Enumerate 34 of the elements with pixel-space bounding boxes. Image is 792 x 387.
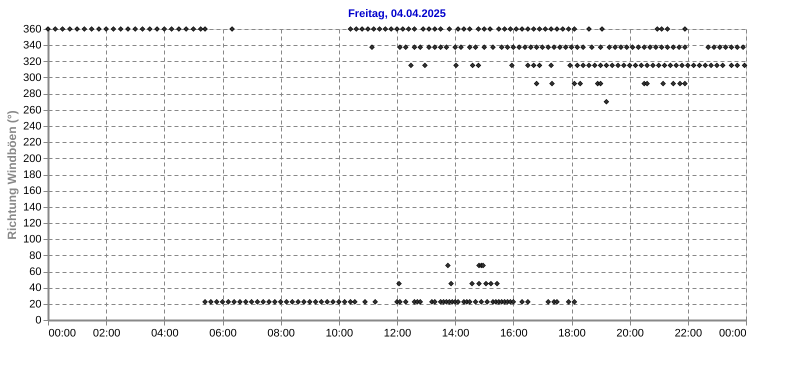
x-tick-label: 04:00 xyxy=(151,328,179,340)
x-tick-label: 14:00 xyxy=(442,328,470,340)
chart-title: Freitag, 04.04.2025 xyxy=(348,8,446,20)
x-tick-label: 18:00 xyxy=(558,328,586,340)
y-tick-label: 240 xyxy=(23,120,42,132)
y-tick-label: 20 xyxy=(29,298,42,310)
x-tick-label: 00:00 xyxy=(718,328,746,340)
y-tick-label: 360 xyxy=(23,24,42,36)
y-tick-label: 100 xyxy=(23,234,42,246)
y-tick-label: 80 xyxy=(29,250,42,262)
y-tick-label: 340 xyxy=(23,40,42,52)
x-tick-label: 20:00 xyxy=(616,328,644,340)
x-tick-label: 10:00 xyxy=(326,328,354,340)
y-tick-label: 120 xyxy=(23,218,42,230)
y-tick-label: 140 xyxy=(23,201,42,214)
y-tick-label: 300 xyxy=(23,72,42,84)
y-tick-label: 160 xyxy=(23,185,42,198)
y-tick-label: 320 xyxy=(23,56,42,68)
x-tick-label: 02:00 xyxy=(92,328,120,340)
y-tick-label: 260 xyxy=(23,104,42,116)
x-tick-label: 16:00 xyxy=(500,328,528,340)
x-tick-label: 08:00 xyxy=(267,328,295,340)
x-tick-label: 06:00 xyxy=(209,328,237,340)
y-tick-label: 180 xyxy=(23,169,42,181)
y-tick-label: 0 xyxy=(35,314,42,326)
y-axis-title: Richtung Windböen (°) xyxy=(5,110,20,240)
x-tick-label: 00:00 xyxy=(48,328,76,340)
y-tick-label: 220 xyxy=(23,136,42,149)
x-tick-label: 12:00 xyxy=(384,328,412,340)
y-tick-label: 280 xyxy=(23,88,42,100)
y-tick-label: 40 xyxy=(29,282,42,294)
y-tick-label: 200 xyxy=(23,152,42,165)
x-tick-label: 22:00 xyxy=(674,328,702,340)
y-tick-label: 60 xyxy=(29,266,42,278)
